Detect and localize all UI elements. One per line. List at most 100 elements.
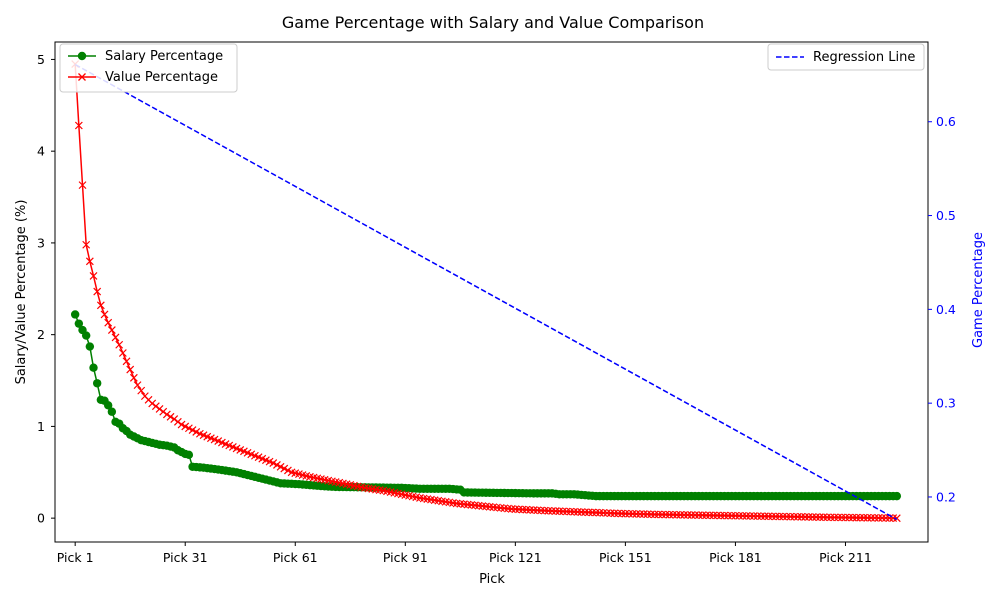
y-left-tick-label: 0 bbox=[37, 511, 45, 526]
value-point bbox=[841, 513, 850, 522]
value-point bbox=[78, 181, 87, 190]
value-point bbox=[621, 509, 630, 518]
value-point bbox=[137, 386, 146, 395]
value-point bbox=[126, 365, 135, 374]
value-point bbox=[96, 301, 105, 310]
value-point bbox=[848, 513, 857, 522]
x-tick-label: Pick 91 bbox=[383, 550, 428, 565]
value-point bbox=[595, 508, 604, 517]
value-point bbox=[720, 511, 729, 520]
plot-area bbox=[70, 60, 902, 523]
y-left-tick-label: 5 bbox=[37, 52, 45, 67]
salary-point bbox=[70, 310, 80, 319]
y-right-tick-label: 0.4 bbox=[936, 302, 956, 317]
value-point bbox=[687, 511, 696, 519]
legend-left-frame bbox=[59, 43, 238, 93]
value-point bbox=[562, 507, 571, 516]
value-point bbox=[658, 510, 666, 519]
plot-frame bbox=[54, 41, 929, 543]
value-point bbox=[104, 318, 113, 327]
value-point bbox=[793, 512, 802, 521]
y-right-tick-label: 0.5 bbox=[936, 208, 956, 223]
value-point bbox=[93, 287, 102, 296]
value-point bbox=[731, 511, 740, 520]
value-point bbox=[757, 512, 766, 521]
value-point bbox=[746, 512, 755, 520]
value-point bbox=[610, 509, 619, 518]
legend-right-frame bbox=[767, 43, 925, 71]
value-point bbox=[559, 507, 567, 516]
value-point bbox=[812, 513, 821, 522]
value-point bbox=[162, 410, 171, 419]
value-point bbox=[551, 507, 560, 516]
value-point bbox=[878, 514, 887, 522]
value-point bbox=[654, 510, 663, 519]
value-point bbox=[129, 373, 138, 382]
value-point bbox=[683, 511, 692, 519]
salary-point bbox=[107, 407, 117, 416]
value-point bbox=[588, 508, 597, 517]
legend-value-label: Value Percentage bbox=[105, 70, 218, 85]
value-point bbox=[874, 513, 883, 522]
value-point bbox=[753, 512, 762, 521]
salary-point bbox=[103, 401, 113, 410]
value-point bbox=[676, 510, 685, 519]
legend-left: Salary Percentage Value Percentage bbox=[59, 43, 238, 93]
value-point bbox=[669, 510, 677, 519]
value-point bbox=[577, 508, 586, 516]
value-point bbox=[570, 507, 578, 516]
value-point bbox=[808, 513, 817, 521]
value-point bbox=[738, 511, 747, 520]
value-point bbox=[584, 508, 593, 517]
value-point bbox=[845, 513, 854, 522]
value-point bbox=[716, 511, 725, 520]
value-point bbox=[705, 511, 714, 520]
value-point bbox=[617, 509, 626, 518]
value-point bbox=[599, 508, 608, 517]
value-point bbox=[790, 512, 799, 521]
value-point bbox=[643, 510, 652, 519]
value-point bbox=[713, 511, 722, 520]
salary-point bbox=[74, 319, 84, 328]
x-tick-label: Pick 211 bbox=[819, 550, 872, 565]
salary-point bbox=[92, 379, 102, 388]
y-left-tick-label: 4 bbox=[37, 144, 45, 159]
value-point bbox=[771, 512, 780, 521]
value-point bbox=[852, 513, 861, 522]
salary-point bbox=[89, 363, 98, 372]
value-point bbox=[548, 507, 556, 515]
value-point bbox=[107, 326, 116, 334]
y-axis-right-label: Game Percentage bbox=[971, 232, 986, 348]
legend-salary-label: Salary Percentage bbox=[105, 49, 223, 64]
value-point bbox=[742, 512, 751, 520]
value-point bbox=[863, 513, 872, 522]
value-point bbox=[573, 507, 582, 516]
value-point bbox=[859, 513, 868, 522]
value-point bbox=[581, 508, 589, 517]
value-point bbox=[625, 509, 633, 518]
value-point bbox=[680, 510, 688, 519]
value-point bbox=[111, 333, 120, 342]
value-point bbox=[151, 402, 160, 411]
legend-right: Regression Line bbox=[767, 43, 925, 71]
y-left-tick-label: 3 bbox=[37, 235, 45, 250]
legend-regression-label: Regression Line bbox=[813, 50, 915, 65]
y-axis-left-label: Salary/Value Percentage (%) bbox=[14, 200, 29, 385]
x-tick-label: Pick 1 bbox=[57, 550, 94, 565]
value-point bbox=[628, 509, 637, 518]
y-right-tick-label: 0.2 bbox=[936, 489, 956, 504]
value-point bbox=[823, 513, 832, 522]
x-tick-label: Pick 61 bbox=[273, 550, 318, 565]
value-point bbox=[544, 506, 553, 515]
y-axis-right: 0.2 0.3 0.4 0.5 0.6 bbox=[928, 114, 956, 504]
value-point bbox=[665, 510, 674, 519]
value-point bbox=[749, 512, 758, 520]
value-point bbox=[804, 513, 813, 521]
x-axis: Pick 1 Pick 31 Pick 61 Pick 91 Pick 121 Pick … bbox=[57, 542, 872, 565]
value-point bbox=[159, 407, 168, 416]
x-tick-label: Pick 121 bbox=[489, 550, 542, 565]
value-point bbox=[885, 514, 894, 522]
salary-point bbox=[81, 331, 91, 340]
value-point bbox=[148, 399, 157, 408]
